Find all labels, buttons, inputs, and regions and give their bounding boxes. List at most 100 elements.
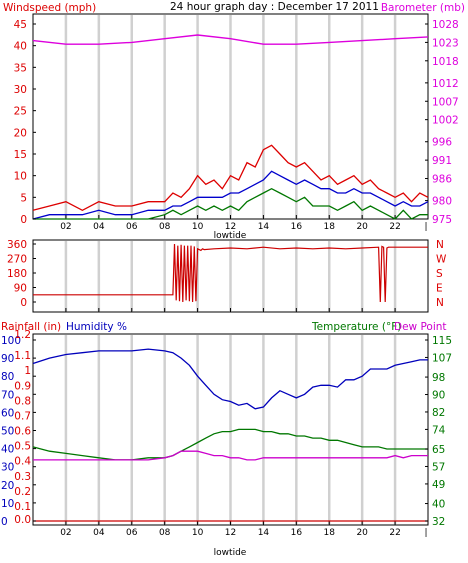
barometer-tick-label: 1028 <box>432 19 459 31</box>
x-tick-label: | <box>424 528 427 538</box>
x-tick-label: 20 <box>356 528 368 538</box>
rainfall-tick-label: 1 <box>24 365 31 377</box>
humidity-axis-label: Humidity % <box>66 321 127 333</box>
windspeed-axis-label: Windspeed (mph) <box>3 2 96 14</box>
compass-label: S <box>436 268 443 280</box>
windspeed-tick-label: 15 <box>14 149 27 161</box>
x-axis-label-bottom: lowtide <box>214 548 247 558</box>
x-tick-label: 08 <box>159 528 171 538</box>
windspeed-tick-label: 0 <box>20 214 27 226</box>
x-tick-label: 22 <box>389 222 400 232</box>
chart-title: 24 hour graph day : December 17 2011 <box>170 1 379 13</box>
humidity-tick-label: 30 <box>1 462 14 474</box>
humidity-tick-label: 40 <box>1 444 14 456</box>
x-tick-label: 22 <box>389 528 400 538</box>
x-tick-label: 02 <box>60 528 71 538</box>
compass-label: N <box>436 297 444 309</box>
rainfall-tick-label: 1.2 <box>14 329 31 341</box>
humidity-tick-label: 100 <box>1 335 21 347</box>
humidity-tick-label: 50 <box>1 426 14 438</box>
x-tick-label: 02 <box>60 222 71 232</box>
x-tick-label: | <box>424 222 427 232</box>
direction-tick-label: 180 <box>7 268 27 280</box>
temperature-tick-label: 107 <box>432 352 452 364</box>
rainfall-tick-label: 0.3 <box>14 471 31 483</box>
series-wind_low <box>33 187 428 220</box>
barometer-tick-label: 996 <box>432 137 452 149</box>
windspeed-tick-label: 20 <box>14 127 27 139</box>
rainfall-tick-label: 0.0 <box>14 514 31 526</box>
x-tick-label: 04 <box>93 528 105 538</box>
rainfall-axis-label: Rainfall (in) <box>1 321 61 333</box>
barometer-tick-label: 991 <box>432 155 452 167</box>
windspeed-tick-label: 30 <box>14 84 27 96</box>
x-tick-label: 18 <box>324 528 336 538</box>
humidity-tick-label: 70 <box>1 389 14 401</box>
temperature-tick-label: 65 <box>432 444 445 456</box>
x-tick-label: 14 <box>258 528 270 538</box>
series-wind_direction <box>33 243 428 303</box>
x-tick-label: 12 <box>225 222 236 232</box>
rainfall-tick-label: 0.2 <box>14 486 31 498</box>
humidity-tick-label: 10 <box>1 498 14 510</box>
series-wind_avg <box>32 170 429 220</box>
x-tick-label: 14 <box>258 222 270 232</box>
humidity-tick-label: 20 <box>1 480 14 492</box>
series-temperature <box>32 428 428 461</box>
x-tick-label: 06 <box>126 222 138 232</box>
windspeed-tick-label: 40 <box>14 41 27 53</box>
compass-label: W <box>436 254 447 266</box>
barometer-tick-label: 1023 <box>432 37 459 49</box>
humidity-tick-label: 0 <box>1 516 8 528</box>
barometer-tick-label: 975 <box>432 214 452 226</box>
x-tick-label: 18 <box>324 222 336 232</box>
x-tick-label: 06 <box>126 528 138 538</box>
humidity-tick-label: 80 <box>1 371 14 383</box>
temperature-tick-label: 115 <box>432 335 452 347</box>
temperature-tick-label: 98 <box>432 372 445 384</box>
temperature-tick-label: 57 <box>432 461 445 473</box>
series-humidity <box>32 348 428 410</box>
series-barometer <box>32 34 429 45</box>
x-tick-label: 10 <box>192 222 204 232</box>
x-tick-label: 08 <box>159 222 171 232</box>
direction-tick-label: 360 <box>7 239 27 251</box>
windspeed-tick-label: 35 <box>14 62 27 74</box>
humidity-tick-label: 90 <box>1 353 14 365</box>
temperature-tick-label: 49 <box>432 479 445 491</box>
barometer-tick-label: 980 <box>432 196 452 208</box>
barometer-axis-label: Barometer (mb) <box>381 2 465 14</box>
windspeed-tick-label: 25 <box>14 106 27 118</box>
x-tick-label: 20 <box>356 222 368 232</box>
rainfall-tick-label: 0.8 <box>14 395 31 407</box>
dew-point-axis-label: Dew Point <box>394 321 447 333</box>
x-tick-label: 10 <box>192 528 204 538</box>
temperature-tick-label: 40 <box>432 499 445 511</box>
temperature-tick-label: 90 <box>432 390 445 402</box>
compass-label: N <box>436 239 444 251</box>
rainfall-tick-label: 0.6 <box>14 426 31 438</box>
rainfall-tick-label: 0.7 <box>14 410 31 422</box>
barometer-tick-label: 1007 <box>432 96 459 108</box>
direction-tick-label: 0 <box>20 297 27 309</box>
barometer-tick-label: 986 <box>432 174 452 186</box>
temperature-tick-label: 82 <box>432 407 445 419</box>
series-wind_gust <box>32 144 429 212</box>
rainfall-tick-label: 1.1 <box>14 350 31 362</box>
direction-tick-label: 90 <box>14 283 27 295</box>
temperature-tick-label: 74 <box>432 424 446 436</box>
temperature-axis-label: Temperature (°F) <box>311 321 401 333</box>
rainfall-tick-label: 0.9 <box>14 380 31 392</box>
humidity-tick-label: 60 <box>1 407 14 419</box>
barometer-tick-label: 1002 <box>432 115 459 127</box>
windspeed-tick-label: 45 <box>14 19 27 31</box>
x-tick-label: 16 <box>291 222 303 232</box>
x-tick-label: 04 <box>93 222 105 232</box>
x-axis-label-top: lowtide <box>214 231 247 241</box>
direction-tick-label: 270 <box>7 254 27 266</box>
rainfall-tick-label: 0.1 <box>14 501 31 513</box>
series-dew_point <box>33 450 428 461</box>
compass-label: E <box>436 283 443 295</box>
rainfall-tick-label: 0.4 <box>14 456 31 468</box>
